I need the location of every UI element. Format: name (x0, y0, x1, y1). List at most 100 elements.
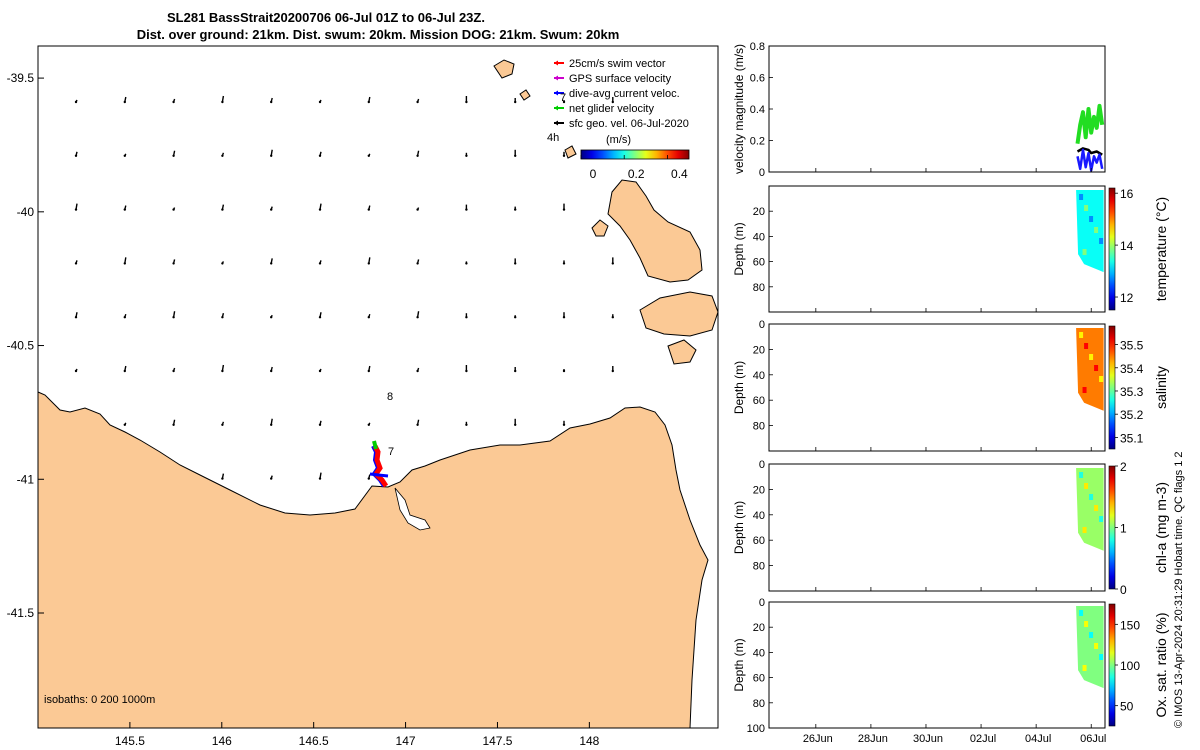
panel-3: 0 20 40 60 80 Depth (m) 35.1 35.2 35.3 35.4 35.5 sa… (732, 319, 1169, 452)
current-vector-base (562, 208, 566, 211)
panel-4: 0 20 40 60 80 Depth (m) 0 1 2 chl-a (mg m-3) (732, 459, 1169, 597)
current-vector-base (74, 316, 78, 319)
profile-cell (1099, 376, 1104, 382)
panel-xtick-label: 02Jul (970, 733, 996, 745)
panel-colorbar-label: 0 (1120, 583, 1127, 597)
current-vector-base (270, 154, 273, 157)
map-xtick-label: 145.5 (115, 734, 145, 748)
current-vector-base (172, 316, 175, 319)
panel-colorbar-label: 1 (1120, 522, 1127, 536)
panel-ytick-label: 0 (759, 597, 765, 609)
net-vector (372, 440, 378, 450)
panel-background (769, 186, 1105, 312)
current-vector-base (367, 100, 370, 104)
panel-1: 0 0.2 0.4 0.6 0.8 velocity magnitude (m/s) (732, 41, 1106, 179)
speed-series-line (1076, 148, 1104, 172)
current-vector-base (270, 423, 273, 426)
panel-frame (768, 463, 1106, 592)
panel-ylabel: Depth (m) (732, 361, 746, 414)
legend-entry: net glider velocity (569, 103, 654, 115)
current-vector-base (514, 208, 517, 211)
panel-colorbar-label: 35.4 (1120, 362, 1144, 376)
panel-ytick-label: 60 (753, 673, 765, 685)
current-vector-base (514, 262, 517, 265)
map-x-axis: 145.5 146 146.5 147 147.5 148 (115, 722, 600, 748)
map-land (37, 59, 719, 729)
panel-ytick-label: 80 (753, 561, 765, 573)
panel-ytick-label: 0.8 (750, 41, 765, 53)
map-y-axis: -39.5 -40 -40.5 -41 -41.5 (7, 71, 44, 620)
current-vector-base (123, 100, 127, 104)
glider-track (369, 440, 389, 488)
mainland-tasmania (37, 391, 709, 729)
current-vector-base (514, 423, 517, 426)
panel-ytick-label: 0.6 (750, 73, 765, 85)
panel-ytick-label: 0 (759, 319, 765, 331)
figure-title: SL281 BassStrait20200706 06-Jul 01Z to 0… (167, 10, 485, 25)
panel-ylabel: Depth (m) (732, 501, 746, 554)
panel-colorbar (1108, 603, 1116, 727)
panel-colorbar-label: 50 (1120, 700, 1134, 714)
current-vector-base (123, 316, 127, 319)
current-vector-base (123, 262, 127, 265)
current-vector-base (465, 423, 468, 426)
cape-barren-island (639, 291, 719, 337)
current-vector-base (367, 262, 370, 265)
profile-cell (1094, 227, 1099, 233)
isobaths-label: isobaths: 0 200 1000m (44, 694, 155, 706)
panel-ytick-label: 60 (753, 395, 765, 407)
profile-cell (1099, 654, 1104, 660)
legend-4h-label: 4h (547, 132, 559, 144)
current-vector-base (465, 262, 468, 265)
panel-colorbar-label: 35.3 (1120, 385, 1144, 399)
profile-cell (1099, 238, 1104, 244)
colorbar-tick-label: 0.4 (671, 167, 688, 181)
current-vector-base (416, 100, 419, 104)
current-vector-base (367, 154, 370, 157)
panel-ytick-label: 20 (753, 484, 765, 496)
current-vector-base (514, 369, 517, 373)
current-vector-base (562, 369, 566, 373)
current-vector-base (221, 369, 224, 373)
map-ytick-label: -41 (17, 472, 35, 486)
current-vector-base (270, 208, 273, 211)
profile-cell (1094, 505, 1099, 511)
current-vector-base (416, 316, 419, 319)
panel-ylabel: Depth (m) (732, 638, 746, 691)
profile-cell (1084, 483, 1089, 489)
panel-ytick-label: 40 (753, 647, 765, 659)
panel-ytick-label: 100 (747, 723, 765, 735)
panel-colorbar-label: 35.1 (1120, 431, 1144, 445)
panel-colorbar (1108, 465, 1116, 590)
current-vector-base (514, 154, 517, 157)
profile-cell (1082, 249, 1087, 255)
figure-subtitle: Dist. over ground: 21km. Dist. swum: 20k… (137, 27, 620, 42)
panel-xtick-label: 26Jun (803, 733, 833, 745)
track-label-8: 8 (387, 391, 393, 403)
panel-frame (768, 323, 1106, 452)
panel-colorbar-label: 14 (1120, 239, 1134, 253)
dive-vector (369, 472, 389, 478)
map-ytick-label: -40 (17, 205, 35, 219)
current-vector-base (172, 262, 175, 265)
current-vector-base (611, 100, 614, 104)
current-vector-base (367, 316, 370, 319)
panel-ytick-label: 20 (753, 344, 765, 356)
current-vector-base (611, 316, 614, 319)
map-ytick-label: -40.5 (7, 339, 35, 353)
flinders-island (607, 179, 703, 283)
panel-frame (768, 185, 1106, 313)
track-map: 8 7 145.5 146 146.5 147 147.5 148 -39.5 -40 -40… (7, 45, 719, 748)
legend-arrowhead-icon (554, 120, 558, 126)
current-vector-base (318, 154, 322, 157)
panel-frame (768, 601, 1106, 729)
panel-ytick-label: 20 (753, 206, 765, 218)
panel-colorbar-label: 100 (1120, 659, 1140, 673)
panel-xtick-label: 04Jul (1025, 733, 1051, 745)
colorbar-tick-label: 0 (590, 167, 597, 181)
speed-series-line (1076, 147, 1103, 156)
current-vector-base (514, 100, 517, 104)
panel-ytick-label: 0 (759, 459, 765, 471)
panel-background (769, 46, 1105, 172)
panel-colorbar-title: Ox. sat. ratio (%) (1153, 612, 1169, 717)
